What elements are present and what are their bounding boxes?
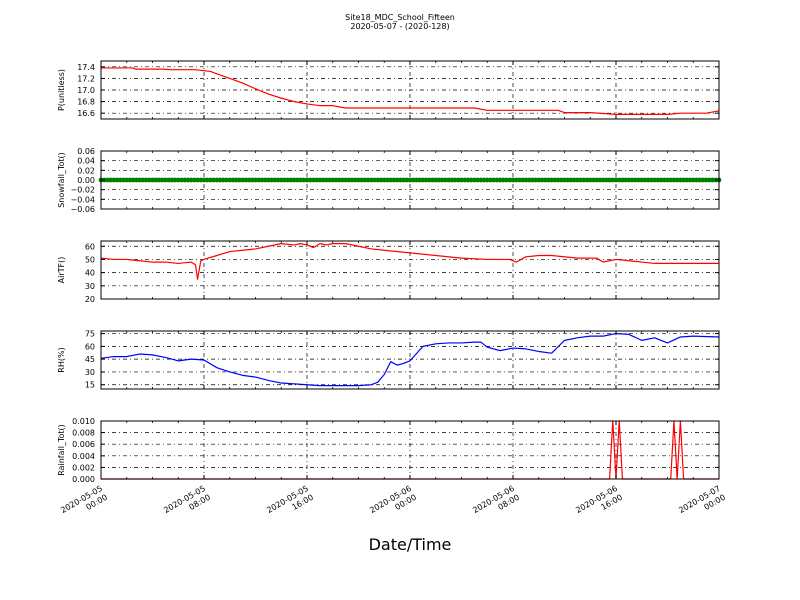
y-tick-label: 0.06 [77,147,95,156]
y-tick-label: −0.04 [70,195,95,204]
y-tick-label: 15 [85,381,95,390]
y-tick-label: −0.02 [70,186,95,195]
y-tick-label: 40 [85,269,95,278]
y-tick-label: 0.006 [72,440,95,449]
y-tick-label: 16.8 [77,98,95,107]
panel-1: 0.060.040.020.00−0.02−0.04−0.06 Snowfall_… [57,147,722,214]
y-tick-label: 30 [85,282,95,291]
y-tick-label: 0.00 [77,176,95,185]
y-tick-label: 0.04 [77,157,95,166]
y-tick-label: 30 [85,368,95,377]
series-line [100,332,720,387]
y-axis-label: RH(%) [57,347,66,372]
chart-subtitle: 2020-05-07 - (2020-128) [350,22,449,31]
y-tick-label: 16.6 [77,109,95,118]
y-tick-label: 75 [85,330,95,339]
panel-3: 75 60 45 30 15 RH(%) [57,330,720,390]
chart-title: Site18_MDC_School_Fifteen [345,13,455,22]
y-tick-label: 17.0 [77,86,95,95]
y-tick-label: 0.000 [72,475,95,484]
y-tick-label: 45 [85,355,95,364]
panels: 17.417.217.016.816.6P(unitless)0.060.040… [57,60,722,484]
y-tick-label: 20 [85,295,95,304]
y-axis-label: P(unitless) [57,69,66,111]
y-tick-label: 60 [85,242,95,251]
y-tick-label: 0.02 [77,166,95,175]
y-tick-label: 17.4 [77,63,95,72]
y-tick-label: −0.06 [70,205,95,214]
y-tick-label: 50 [85,255,95,264]
x-axis-label: Date/Time [369,535,452,554]
y-tick-label: 17.2 [77,74,95,83]
y-tick-label: 60 [85,342,95,351]
y-axis-label: Rainfall_Tot() [57,424,66,476]
panel-0: 17.4 17.2 17.0 16.8 16.6 P(unitless) [57,60,720,120]
y-tick-label: 0.004 [72,452,95,461]
y-tick-label: 0.010 [72,417,95,426]
y-tick-label: 0.008 [72,429,95,438]
panel-4: 0.010 0.008 0.006 0.004 0.002 0.000 Rainfall_T… [57,417,720,484]
y-axis-label: AirTF() [57,257,66,284]
y-axis-label: Snowfall_Tot() [57,152,66,208]
series-line [100,243,719,280]
series-line [101,67,720,115]
y-tick-label: 0.002 [72,463,95,472]
panel-2: 60 50 40 30 20 AirTF() [57,240,720,304]
